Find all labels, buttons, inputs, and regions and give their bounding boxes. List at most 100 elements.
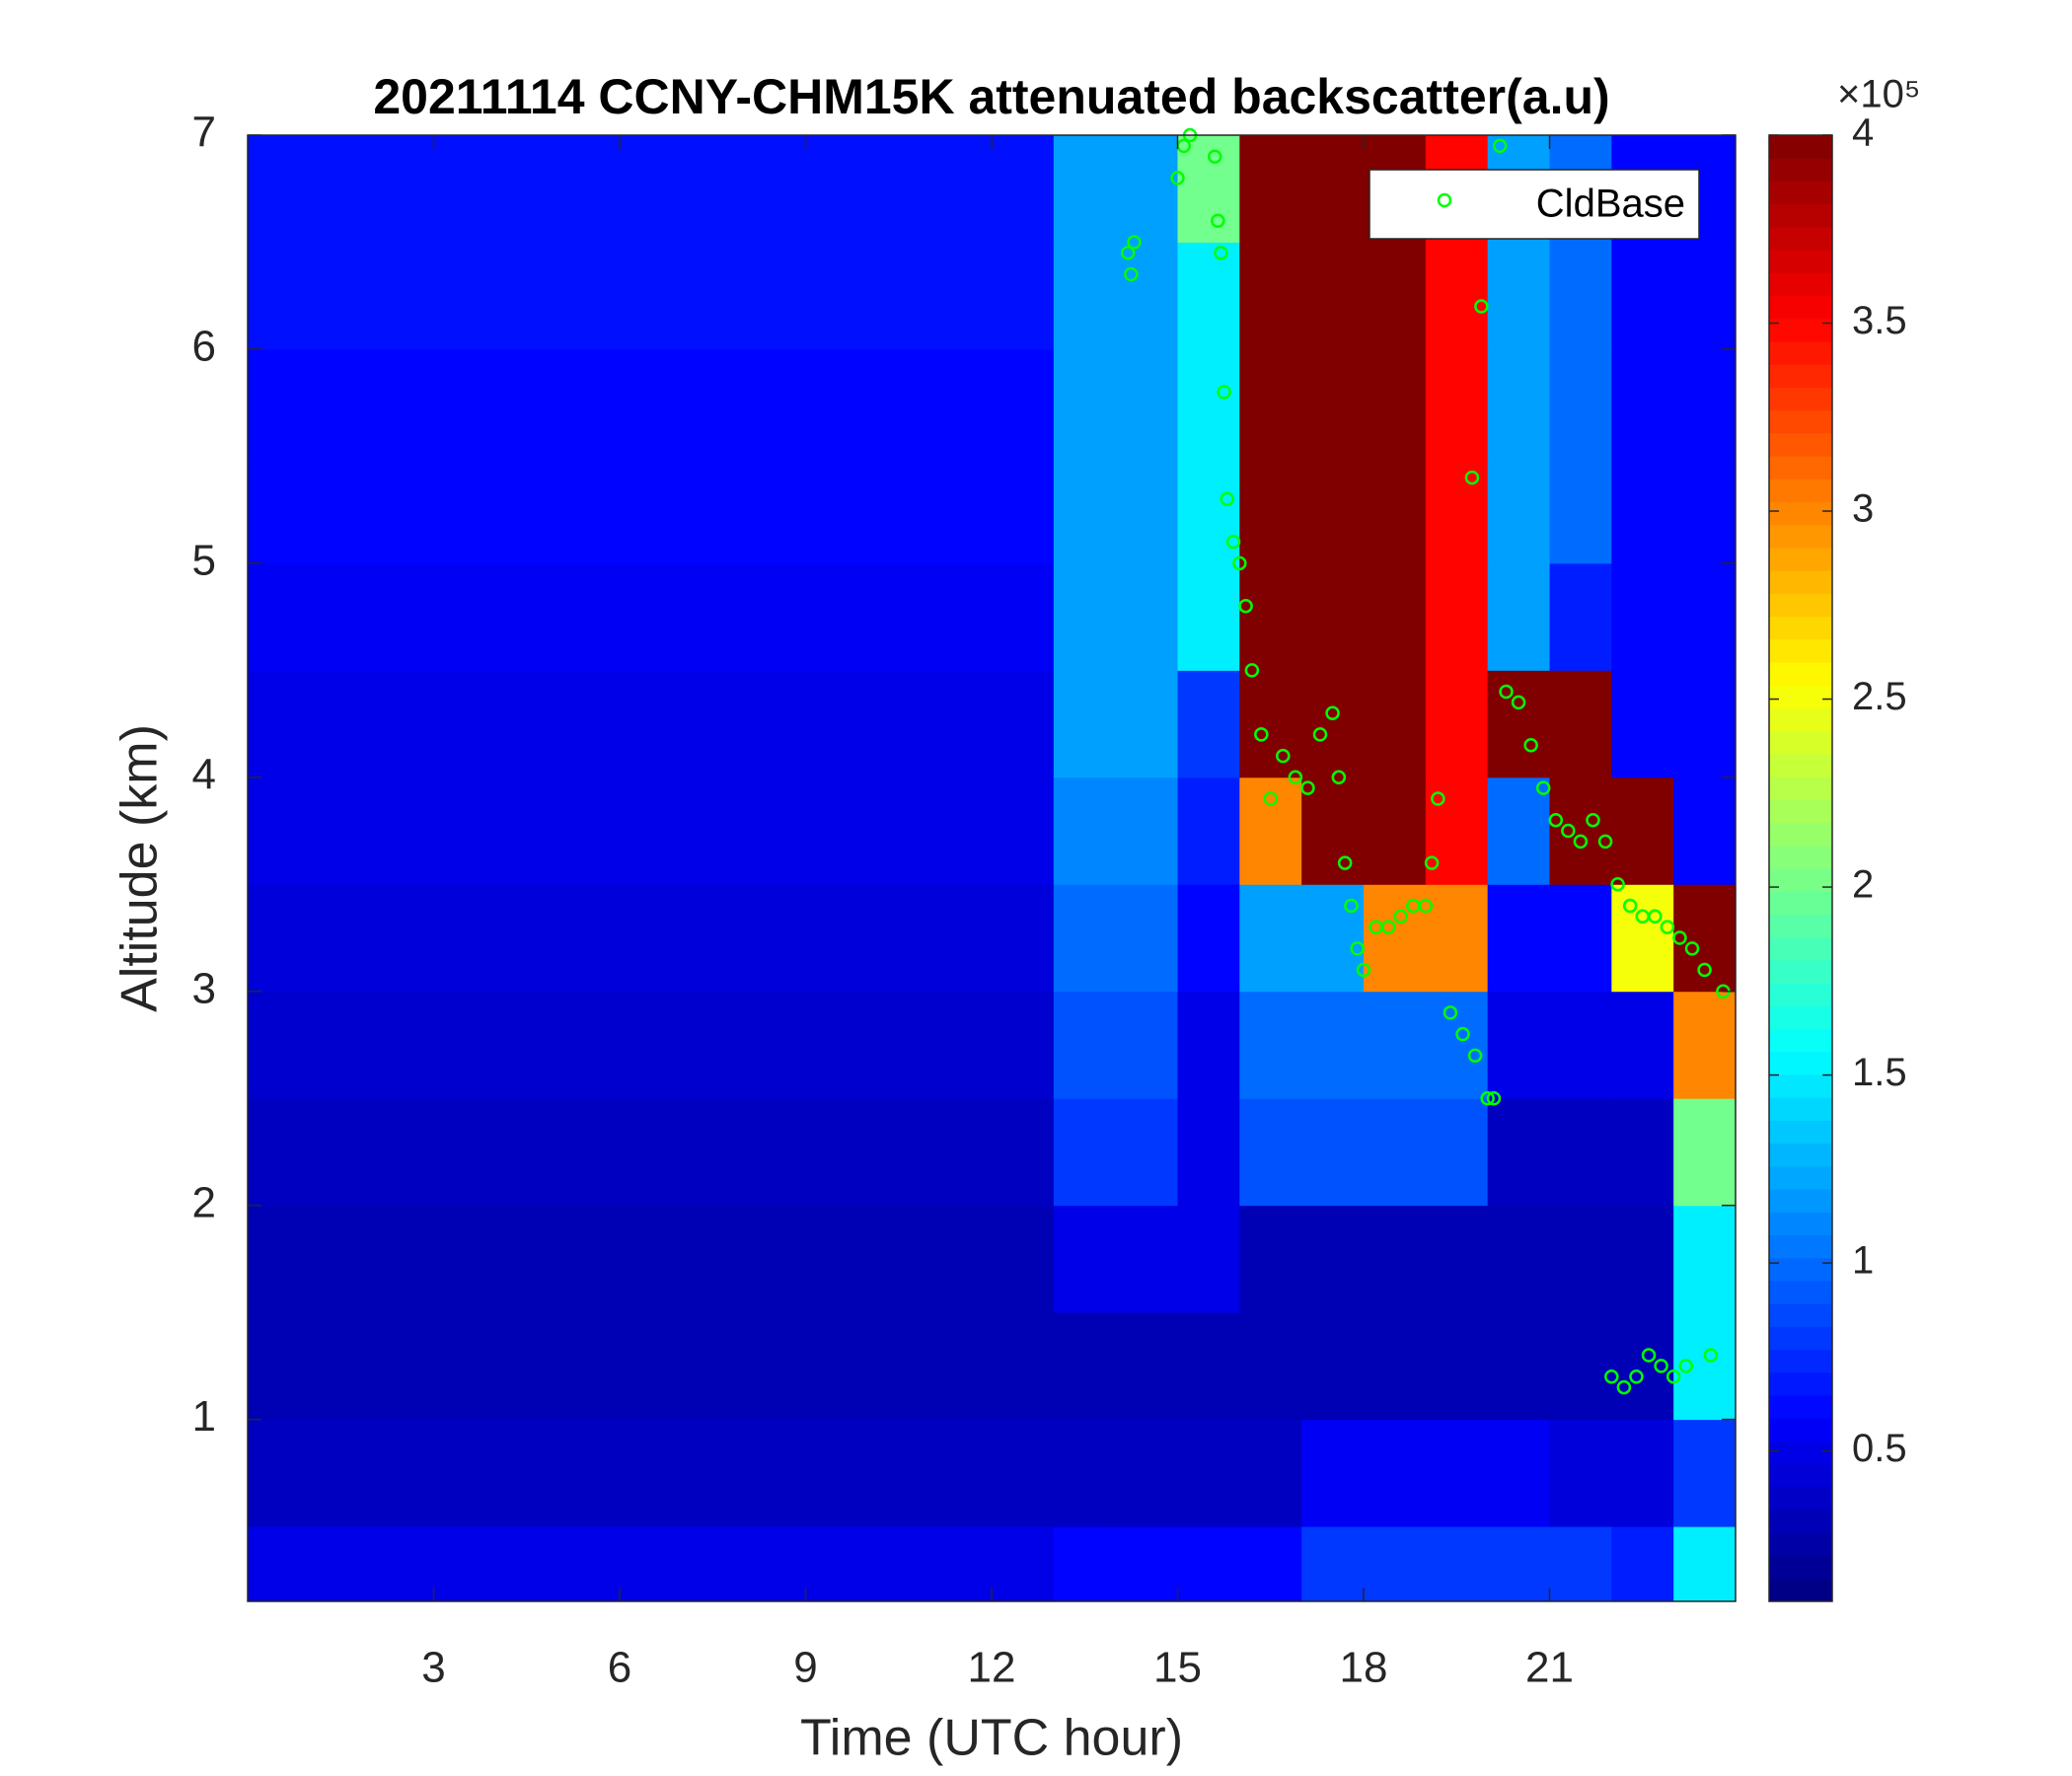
heatmap-cell: [1301, 348, 1365, 457]
cloud-base-point: [1586, 812, 1600, 828]
cloud-base-point: [1344, 898, 1359, 914]
y-tick-label: 7: [192, 109, 216, 157]
heatmap-cell: [371, 348, 434, 457]
heatmap-cell: [681, 348, 745, 457]
colorbar-step: [1769, 914, 1832, 938]
x-axis-label: Time (UTC hour): [800, 1710, 1183, 1767]
heatmap-cell: [309, 348, 373, 457]
heatmap-cell: [1425, 884, 1489, 993]
cloud-base-point: [1573, 834, 1589, 850]
heatmap-cell: [1053, 1419, 1117, 1527]
heatmap-cell: [992, 135, 1055, 243]
chart-title: 20211114 CCNY-CHM15K attenuated backscat…: [373, 69, 1609, 124]
heatmap-cell: [557, 1526, 621, 1602]
heatmap-cell: [495, 777, 558, 885]
heatmap-cell: [620, 991, 683, 1099]
colorbar-step: [1769, 524, 1832, 549]
heatmap-cell: [557, 670, 621, 778]
heatmap-cell: [743, 1312, 806, 1421]
cloud-base-point: [1703, 1348, 1719, 1363]
heatmap-cell: [495, 348, 558, 457]
heatmap-cell: [1673, 1419, 1737, 1527]
heatmap-cell: [1115, 348, 1178, 457]
heatmap-cell: [1053, 991, 1117, 1099]
heatmap-cell: [433, 670, 496, 778]
heatmap-cell: [681, 242, 745, 350]
cloud-base-point: [1561, 823, 1576, 839]
heatmap-cell: [867, 991, 930, 1099]
cloud-base-point: [1499, 684, 1514, 700]
cloud-base-point: [1312, 727, 1328, 742]
heatmap-cell: [433, 1098, 496, 1207]
x-tick-label: 9: [793, 1644, 817, 1692]
heatmap-cell: [992, 456, 1055, 564]
heatmap-cell: [1301, 456, 1365, 564]
heatmap-cell: [433, 135, 496, 243]
cloud-base-point: [1380, 920, 1396, 934]
heatmap-cell: [805, 456, 868, 564]
heatmap-cell: [248, 1205, 311, 1313]
heatmap-cell: [1115, 1205, 1178, 1313]
heatmap-cell: [992, 562, 1055, 671]
heatmap-cell: [929, 348, 993, 457]
colorbar-step: [1769, 295, 1832, 320]
colorbar-step: [1769, 799, 1832, 824]
colorbar-tick-label: 3.5: [1852, 299, 1907, 342]
heatmap-cell: [371, 456, 434, 564]
y-tick-label: 4: [192, 750, 216, 798]
heatmap-cell: [495, 1098, 558, 1207]
heatmap-cell: [248, 1098, 311, 1207]
heatmap-cell: [1177, 884, 1240, 993]
heatmap-cell: [433, 991, 496, 1099]
heatmap-cell: [992, 1312, 1055, 1421]
heatmap-cell: [1177, 1312, 1240, 1421]
heatmap-cell: [620, 670, 683, 778]
colorbar-step: [1769, 1234, 1832, 1259]
heatmap-cell: [681, 135, 745, 243]
colorbar-step: [1769, 409, 1832, 434]
heatmap-cell: [743, 562, 806, 671]
legend: CldBase: [1369, 169, 1700, 240]
legend-label: CldBase: [1536, 183, 1685, 226]
heatmap-cell: [1364, 1419, 1427, 1527]
x-tick-label: 12: [968, 1644, 1016, 1692]
heatmap-cell: [1425, 1205, 1489, 1313]
heatmap-cell: [1239, 1419, 1302, 1527]
x-tick-label: 3: [421, 1644, 445, 1692]
heatmap-cell: [743, 670, 806, 778]
heatmap-cell: [1611, 348, 1674, 457]
heatmap-cell: [743, 348, 806, 457]
heatmap-cell: [557, 884, 621, 993]
heatmap-cell: [1487, 1098, 1550, 1207]
heatmap-cell: [371, 1526, 434, 1602]
heatmap-cell: [1177, 1098, 1240, 1207]
heatmap-cell: [1053, 1526, 1117, 1602]
heatmap-cell: [1239, 135, 1302, 243]
heatmap-cell: [1115, 1419, 1178, 1527]
heatmap-cell: [1673, 777, 1737, 885]
cloud-base-point: [1127, 235, 1142, 250]
cloud-base-point: [1697, 962, 1712, 978]
colorbar-frame: [1768, 134, 1833, 1602]
heatmap-cell: [1673, 991, 1737, 1099]
heatmap-cell: [620, 1098, 683, 1207]
heatmap-cell: [495, 1526, 558, 1602]
colorbar-step: [1769, 1189, 1832, 1213]
heatmap-cell: [992, 670, 1055, 778]
colorbar-step: [1769, 730, 1832, 755]
heatmap-cell: [557, 562, 621, 671]
heatmap-cell: [620, 1312, 683, 1421]
heatmap-cell: [557, 1312, 621, 1421]
colorbar-step: [1769, 753, 1832, 777]
colorbar-step: [1769, 547, 1832, 571]
heatmap-cell: [1611, 1312, 1674, 1421]
colorbar-step: [1769, 1510, 1832, 1533]
heatmap-cell: [1053, 456, 1117, 564]
heatmap-cell: [681, 1205, 745, 1313]
colorbar-step: [1769, 158, 1832, 182]
cloud-base-point: [1124, 266, 1139, 282]
heatmap-cell: [371, 1312, 434, 1421]
heatmap-cell: [1487, 348, 1550, 457]
cloud-base-point: [1220, 491, 1235, 507]
heatmap-cell: [1301, 670, 1365, 778]
